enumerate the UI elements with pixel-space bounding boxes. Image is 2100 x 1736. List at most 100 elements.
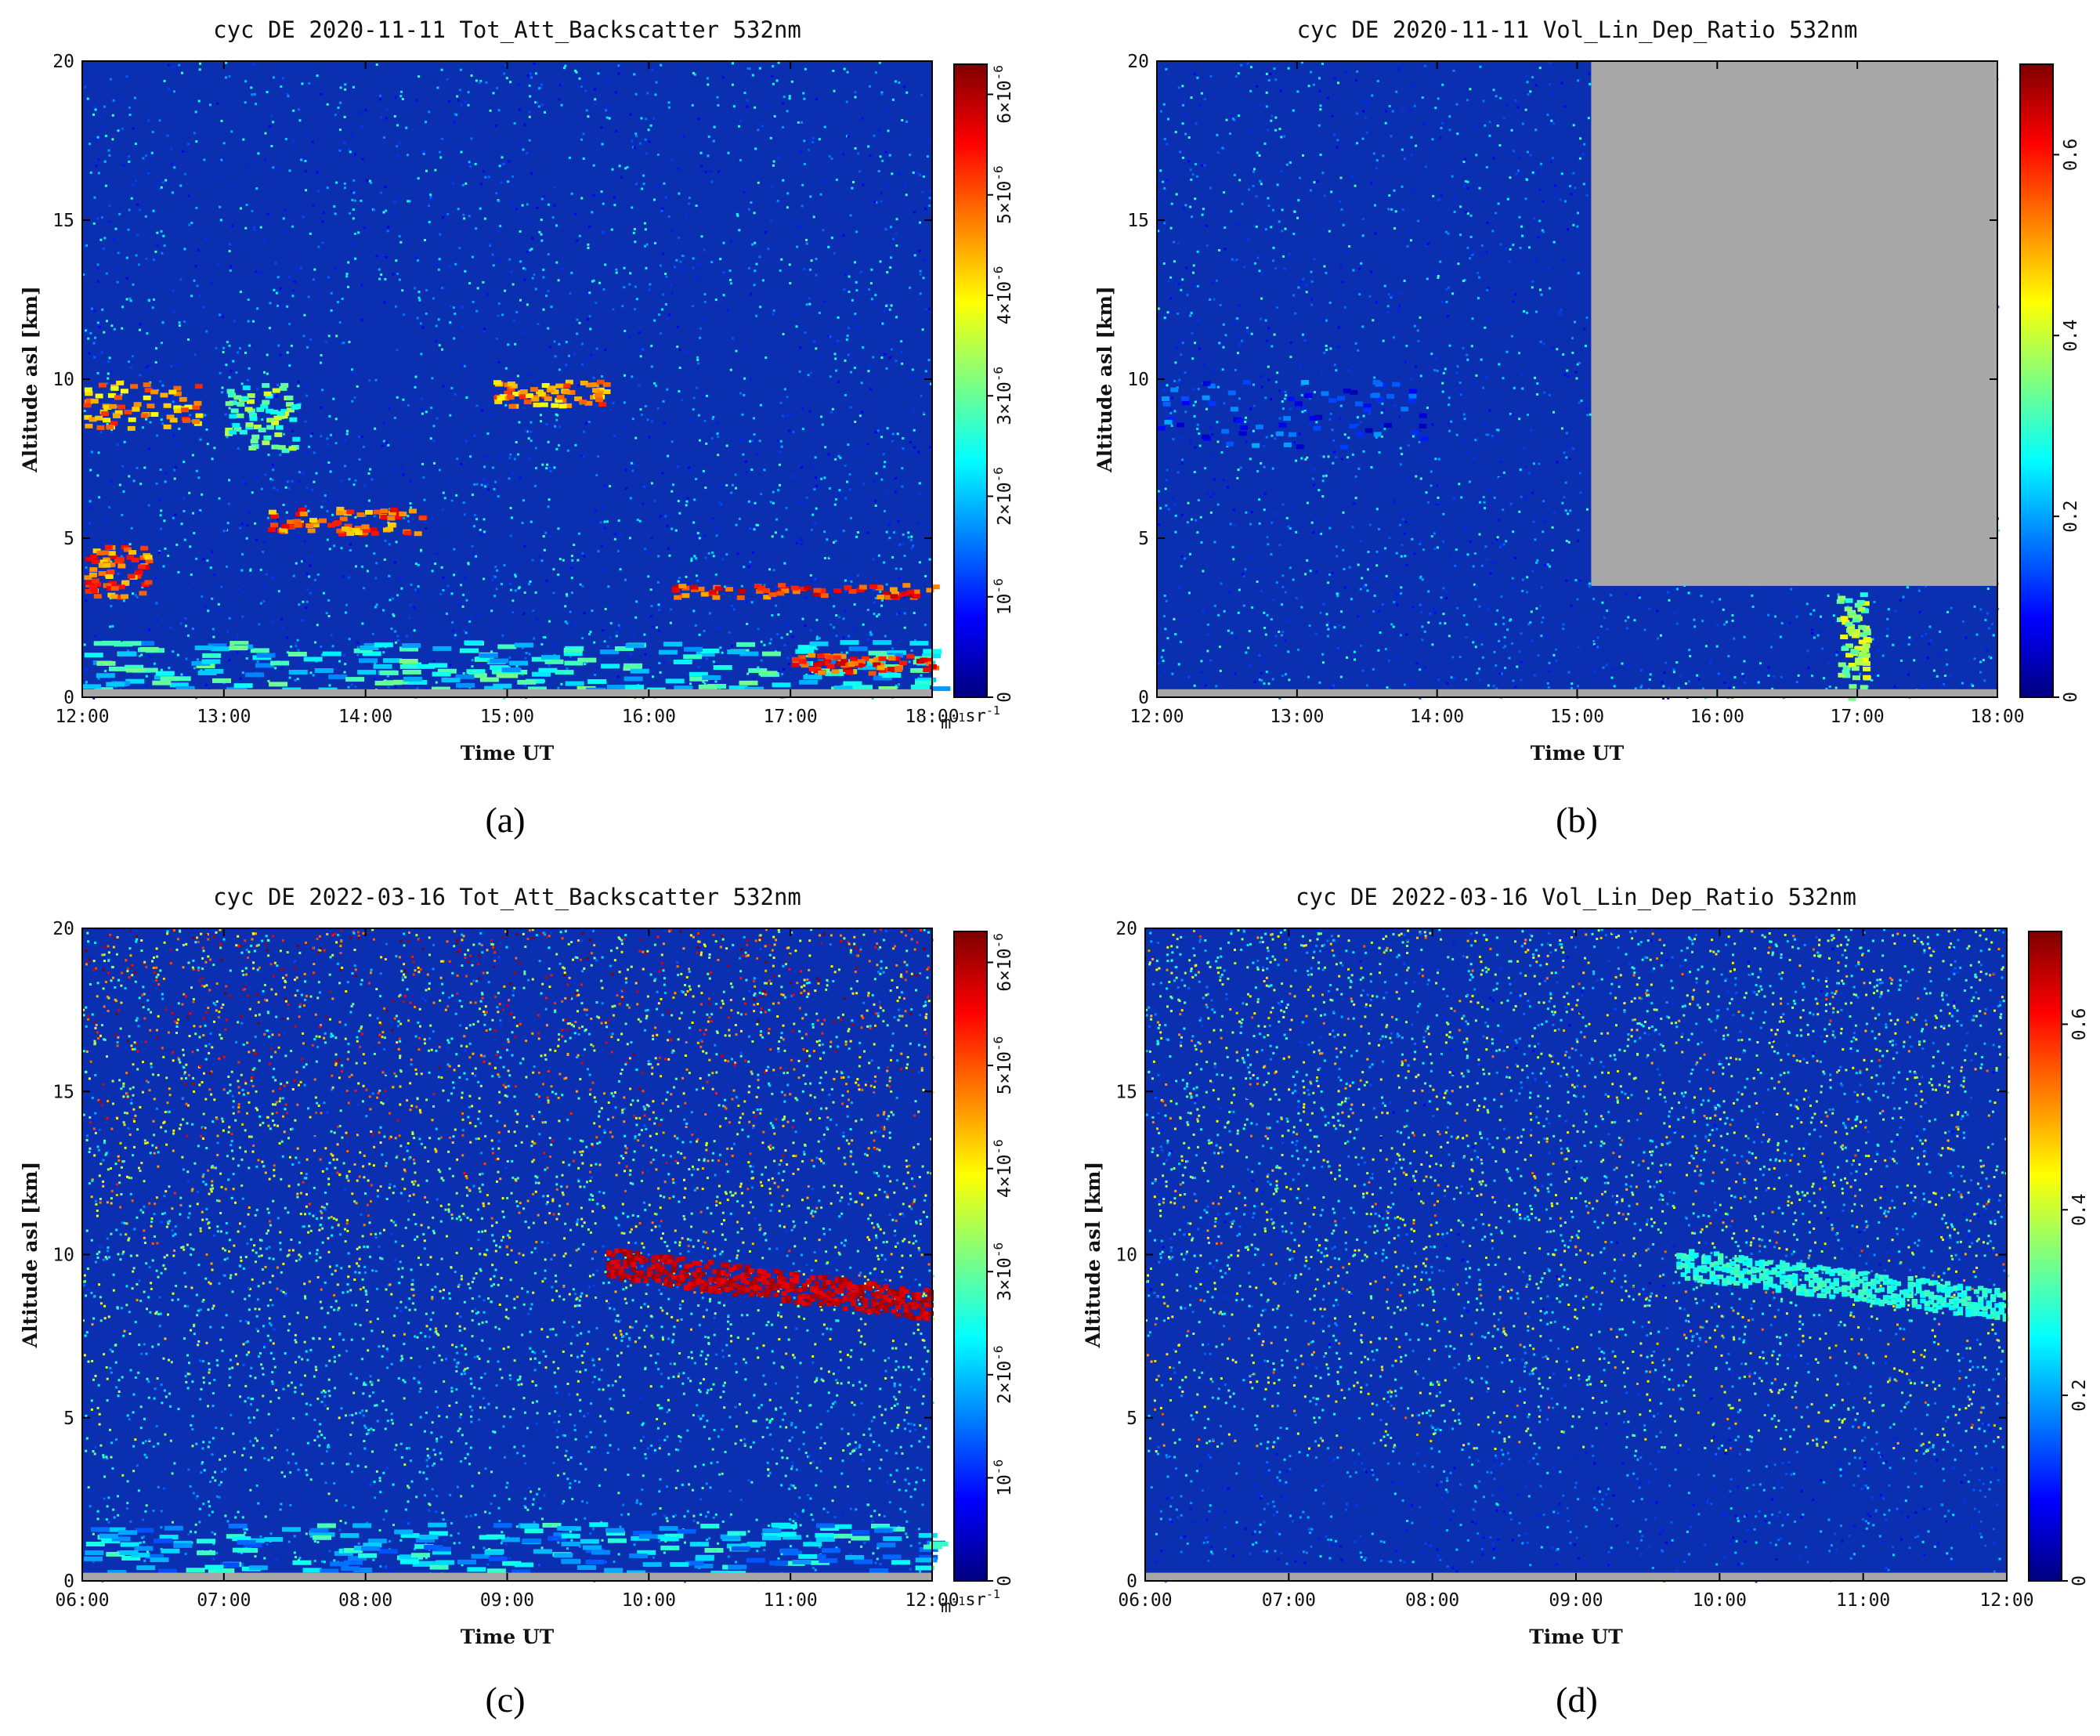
noise-point: [173, 166, 176, 169]
noise-point: [1448, 115, 1451, 118]
feature-cell: [591, 382, 599, 388]
noise-point: [1258, 103, 1261, 107]
noise-point: [374, 677, 376, 680]
noise-point: [634, 436, 638, 439]
noise-point: [803, 162, 806, 165]
noise-point: [749, 560, 752, 563]
feature-cell: [431, 686, 450, 692]
noise-point: [912, 544, 915, 548]
noise-point: [890, 304, 893, 307]
noise-point: [1424, 165, 1427, 168]
noise-point: [630, 653, 633, 656]
noise-point: [363, 514, 367, 517]
noise-point: [689, 419, 692, 422]
noise-point: [929, 139, 932, 142]
noise-point: [617, 550, 620, 552]
noise-point: [821, 423, 824, 426]
noise-point: [670, 284, 673, 287]
noise-point: [345, 611, 347, 614]
feature-cell: [873, 656, 882, 662]
noise-point: [1325, 349, 1328, 352]
noise-point: [254, 522, 257, 525]
noise-point: [1327, 519, 1330, 523]
feature-cell: [233, 426, 242, 432]
noise-point: [875, 472, 878, 475]
feature-cell: [152, 680, 172, 685]
feature-cell: [563, 647, 583, 653]
noise-point: [1700, 595, 1703, 598]
noise-point: [919, 273, 922, 276]
noise-point: [1289, 527, 1292, 530]
noise-point: [508, 258, 511, 261]
noise-point: [883, 309, 886, 313]
noise-point: [719, 258, 722, 261]
feature-cell: [225, 401, 233, 407]
feature-cell: [98, 571, 107, 576]
noise-point: [1237, 611, 1240, 614]
noise-point: [1873, 601, 1876, 604]
noise-point: [276, 489, 279, 492]
noise-point: [873, 201, 877, 204]
noise-point: [657, 629, 660, 632]
noise-point: [461, 183, 464, 186]
noise-point: [1478, 186, 1481, 190]
noise-point: [1567, 541, 1570, 544]
feature-cell: [577, 657, 597, 663]
noise-point: [1300, 606, 1303, 609]
noise-point: [678, 512, 681, 515]
noise-point: [1425, 491, 1428, 494]
x-tick-label: 14:00: [338, 707, 392, 727]
noise-point: [649, 615, 652, 617]
plot-area: [82, 61, 951, 700]
noise-point: [533, 63, 536, 65]
noise-point: [881, 159, 884, 162]
noise-point: [385, 441, 389, 444]
noise-point: [278, 306, 281, 309]
noise-point: [483, 465, 486, 468]
noise-point: [638, 349, 642, 352]
noise-point: [862, 183, 865, 186]
noise-point: [356, 646, 360, 649]
feature-cell: [696, 586, 705, 591]
feature-cell: [104, 544, 113, 550]
noise-point: [1270, 434, 1274, 437]
noise-point: [333, 544, 336, 548]
noise-point: [1527, 414, 1529, 416]
noise-point: [352, 483, 356, 486]
noise-point: [1223, 402, 1226, 405]
noise-point: [634, 92, 638, 96]
feature-cell: [83, 403, 92, 408]
noise-point: [320, 435, 323, 438]
noise-point: [653, 198, 656, 201]
noise-point: [142, 157, 145, 160]
feature-cell: [875, 584, 884, 590]
noise-point: [530, 430, 533, 433]
noise-point: [918, 561, 921, 564]
noise-point: [1542, 230, 1545, 233]
noise-point: [1484, 124, 1487, 127]
noise-point: [1550, 161, 1552, 164]
noise-point: [1481, 244, 1484, 247]
feature-cell: [123, 547, 132, 552]
noise-point: [384, 277, 387, 280]
noise-point: [197, 99, 201, 103]
feature-cell: [713, 665, 732, 670]
noise-point: [305, 394, 308, 397]
noise-point: [1162, 649, 1165, 652]
noise-point: [753, 677, 756, 680]
noise-point: [725, 444, 728, 447]
noise-point: [526, 74, 530, 78]
noise-point: [1390, 135, 1393, 138]
noise-point: [552, 568, 555, 571]
noise-point: [1194, 197, 1197, 201]
noise-point: [1270, 119, 1273, 122]
noise-point: [92, 222, 96, 225]
noise-point: [862, 623, 865, 626]
noise-point: [1466, 353, 1469, 356]
noise-point: [605, 116, 609, 119]
noise-point: [648, 140, 651, 143]
noise-point: [676, 325, 679, 328]
noise-point: [393, 561, 396, 564]
noise-point: [1274, 381, 1278, 384]
noise-point: [580, 138, 584, 141]
